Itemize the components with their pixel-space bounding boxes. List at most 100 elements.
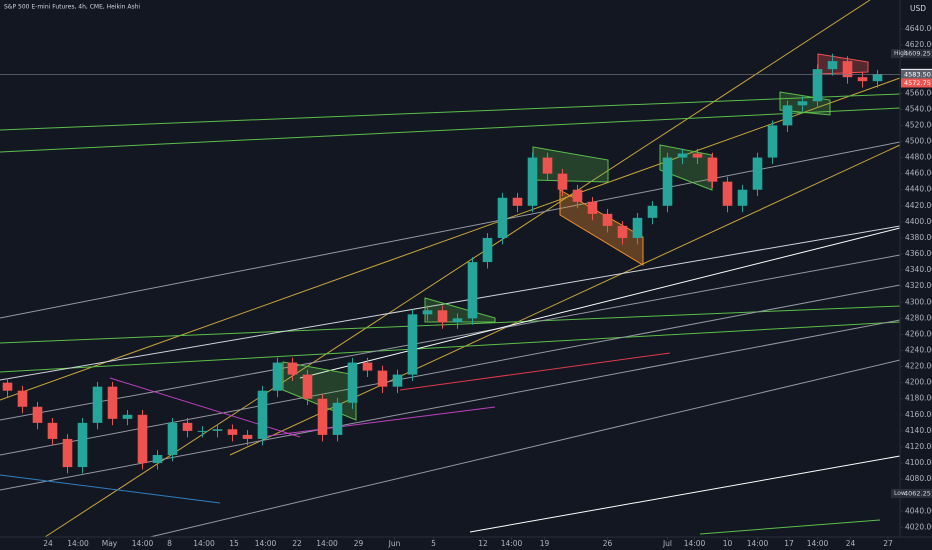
price-axis (900, 0, 932, 550)
y-tick-label: 4500.00 (905, 136, 932, 145)
y-tick-label: 4080.00 (905, 474, 932, 483)
candle-body (287, 362, 298, 375)
y-tick-label: 4320.00 (905, 281, 932, 290)
x-tick-label: Jun (388, 539, 401, 548)
candle-body (452, 318, 463, 323)
candle-body (332, 402, 343, 435)
x-tick-label: 24 (43, 539, 53, 548)
candle-body (662, 157, 673, 206)
candle-body (527, 157, 538, 206)
candle-body (62, 438, 73, 468)
y-tick-label: 4340.00 (905, 265, 932, 274)
candle-body (107, 386, 118, 419)
candle-body (242, 434, 253, 439)
candle-body (707, 157, 718, 182)
candle-body (32, 406, 43, 423)
price-badge-label: 4572.75 (904, 79, 931, 87)
currency-label: USD (910, 4, 926, 13)
x-tick-label: May (102, 539, 118, 548)
candle-body (482, 237, 493, 263)
x-tick-label: 14:00 (67, 539, 89, 548)
x-tick-label: 14:00 (501, 539, 523, 548)
trend-line (0, 77, 901, 401)
y-tick-label: 4100.00 (905, 458, 932, 467)
candle-body (827, 61, 838, 70)
candle-body (857, 77, 868, 82)
x-tick-label: 15 (229, 539, 239, 548)
x-tick-label: 17 (784, 539, 794, 548)
candle-body (212, 429, 223, 431)
y-tick-label: 4300.00 (905, 297, 932, 306)
candle-body (767, 125, 778, 158)
candle-body (407, 314, 418, 375)
price-badge (901, 49, 932, 59)
candle-body (587, 201, 598, 214)
y-tick-label: 4400.00 (905, 217, 932, 226)
candle-body (77, 422, 88, 468)
candle-body (137, 414, 148, 464)
trend-line (44, 0, 871, 538)
candle-body (797, 101, 808, 106)
candle-body (17, 390, 28, 407)
candle-body (422, 310, 433, 315)
candle-body (782, 105, 793, 126)
y-tick-label: 4240.00 (905, 345, 932, 354)
x-tick-label: 14:00 (747, 539, 769, 548)
trend-line (699, 519, 881, 535)
candle-body (347, 362, 358, 403)
chart-title: S&P 500 E-mini Futures, 4h, CME, Heikin … (4, 4, 140, 11)
candle-body (722, 181, 733, 206)
x-tick-label: 14:00 (193, 539, 215, 548)
candle-body (227, 429, 238, 435)
x-tick-label: 14:00 (132, 539, 154, 548)
y-tick-label: 4520.00 (905, 120, 932, 129)
candle-body (692, 153, 703, 158)
candle-body (842, 61, 853, 78)
candle-body (557, 173, 568, 190)
y-tick-label: 4160.00 (905, 410, 932, 419)
trend-line (0, 225, 901, 381)
candle-body (647, 205, 658, 218)
candle-body (752, 157, 763, 190)
trend-line (149, 359, 901, 538)
x-tick-label: Jul (662, 539, 672, 548)
candle-body (272, 362, 283, 391)
y-tick-label: 4480.00 (905, 153, 932, 162)
x-tick-label: 14:00 (684, 539, 706, 548)
candle-body (872, 74, 883, 82)
candle-body (677, 153, 688, 158)
y-tick-label: 4280.00 (905, 313, 932, 322)
trend-line (0, 474, 221, 504)
candle-body (812, 69, 823, 102)
price-tag (891, 49, 903, 59)
x-tick-label: 19 (540, 539, 550, 548)
price-badge-label: 4062.25 (904, 489, 931, 497)
candle-body (182, 422, 193, 431)
x-tick-label: 10 (723, 539, 733, 548)
y-tick-label: 4120.00 (905, 442, 932, 451)
x-tick-label: 8 (167, 539, 172, 548)
x-tick-label: 5 (431, 539, 436, 548)
price-tag (891, 488, 903, 498)
candle-body (572, 189, 583, 202)
price-badge (901, 69, 932, 79)
candle-body (257, 390, 268, 439)
trend-line (0, 141, 901, 319)
trend-line (0, 93, 901, 131)
y-tick-label: 4540.00 (905, 104, 932, 113)
x-tick-label: 14:00 (807, 539, 829, 548)
y-tick-label: 4620.00 (905, 40, 932, 49)
trend-line (0, 284, 901, 456)
candle-body (302, 374, 313, 399)
x-tick-label: 26 (603, 539, 613, 548)
trend-line (259, 406, 496, 438)
trend-line (0, 254, 901, 421)
candles (2, 53, 883, 474)
candle-body (167, 422, 178, 456)
candle-body (467, 262, 478, 319)
y-tick-label: 4040.00 (905, 506, 932, 515)
candle-body (437, 310, 448, 323)
candle-body (737, 189, 748, 206)
trend-line (469, 455, 901, 533)
